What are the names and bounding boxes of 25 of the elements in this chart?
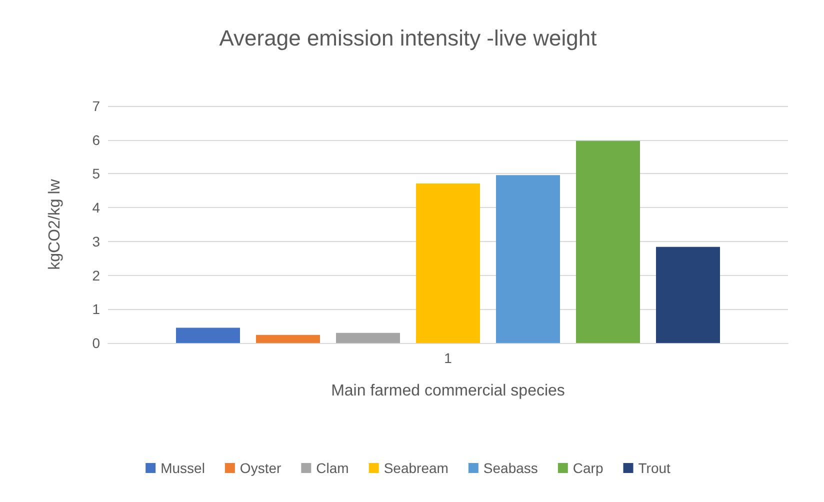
legend-label: Trout [638, 460, 671, 476]
legend-label: Seabass [483, 460, 538, 476]
bar [496, 175, 560, 343]
legend-label: Carp [572, 460, 604, 476]
y-tick-label: 7 [92, 98, 100, 114]
bar [336, 332, 400, 343]
legend-label: Clam [316, 460, 349, 476]
chart-title: Average emission intensity -live weight [219, 26, 597, 50]
y-tick-label: 4 [92, 200, 100, 216]
y-tick-label: 6 [92, 132, 100, 148]
legend-label: Mussel [160, 460, 205, 476]
bar [176, 328, 240, 343]
y-tick-label: 5 [92, 166, 100, 182]
bar [576, 140, 640, 343]
y-tick-label: 3 [92, 233, 100, 250]
y-tick-label: 2 [92, 267, 100, 284]
y-tick-label: 1 [92, 301, 100, 318]
legend-label: Seabream [384, 460, 448, 476]
y-tick-label: 0 [92, 335, 100, 351]
bar [656, 246, 720, 343]
x-axis-title: Main farmed commercial species [331, 382, 565, 400]
bar [416, 184, 480, 343]
legend-label: Oyster [240, 460, 282, 476]
bar [256, 334, 320, 343]
y-axis-title: kgCO2/kg lw [46, 178, 64, 270]
